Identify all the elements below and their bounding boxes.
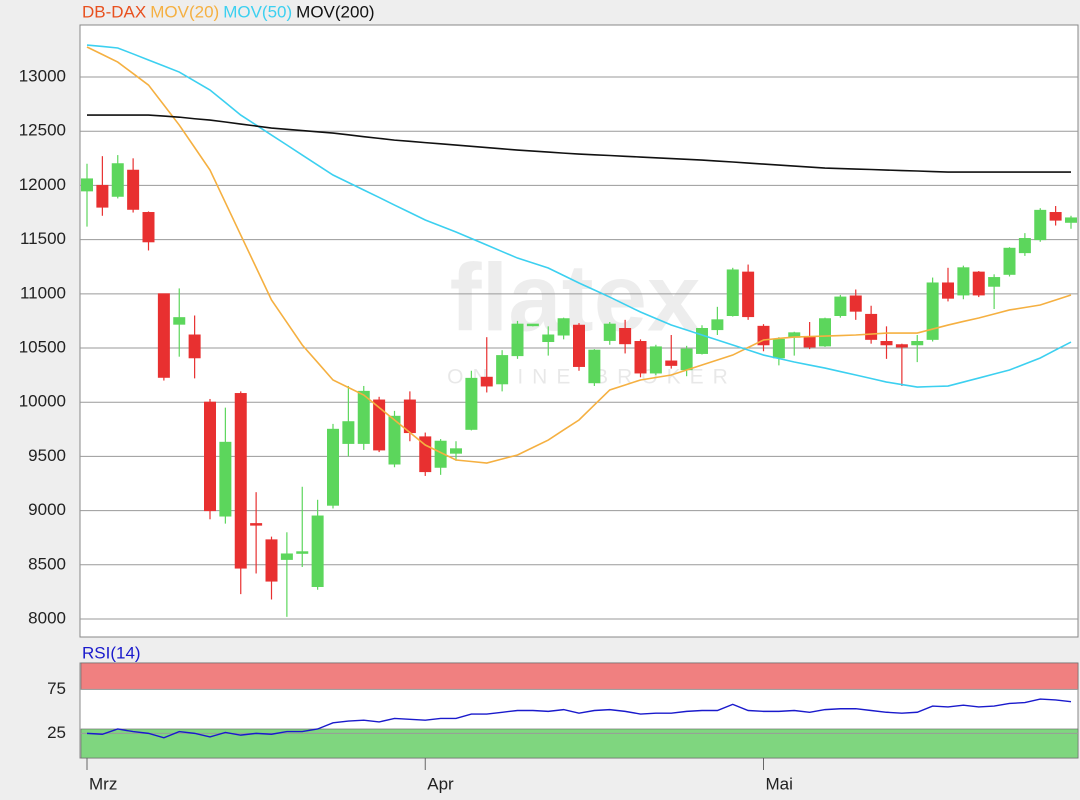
candle-body bbox=[526, 323, 539, 327]
line-series bbox=[87, 114, 1071, 173]
candle-body bbox=[357, 390, 370, 444]
legend-entry: DB-DAX bbox=[82, 2, 146, 21]
y-tick-label: 9500 bbox=[28, 446, 66, 465]
candle-body bbox=[342, 421, 355, 444]
line-series bbox=[86, 698, 1072, 739]
candle-body bbox=[1049, 212, 1062, 221]
y-tick-label: 10000 bbox=[19, 392, 66, 411]
candle-body bbox=[327, 428, 339, 506]
y-tick-label: 8500 bbox=[28, 554, 66, 573]
candle-body bbox=[588, 349, 601, 384]
candle-body bbox=[988, 277, 1001, 287]
candle-body bbox=[219, 441, 232, 517]
candle-body bbox=[772, 338, 785, 359]
y-tick-label: 9000 bbox=[28, 500, 66, 519]
candle-body bbox=[127, 169, 140, 210]
candle-body bbox=[280, 553, 293, 560]
x-tick-label: Apr bbox=[427, 774, 454, 793]
candle-body bbox=[942, 282, 954, 299]
candle-body bbox=[911, 341, 924, 346]
candle-body bbox=[680, 348, 693, 371]
y-tick-label: 8000 bbox=[28, 608, 66, 627]
candle-body bbox=[757, 325, 770, 346]
rsi-band bbox=[80, 662, 1079, 690]
candle-body bbox=[142, 212, 155, 243]
candle-body bbox=[649, 346, 662, 374]
candle-body bbox=[819, 318, 831, 347]
legend-entry: MOV(50) bbox=[223, 2, 292, 21]
candle-body bbox=[1034, 209, 1047, 241]
candle-body bbox=[96, 184, 109, 208]
candle-body bbox=[450, 448, 462, 454]
candle-body bbox=[204, 401, 216, 512]
y-tick-label: 12500 bbox=[19, 121, 66, 140]
candle-body bbox=[311, 515, 324, 587]
candle-body bbox=[711, 319, 724, 331]
candle-body bbox=[157, 293, 170, 378]
candle-body bbox=[834, 296, 847, 316]
candle-body bbox=[250, 523, 263, 526]
y-tick-label: 12000 bbox=[19, 175, 66, 194]
y-tick-label: 11000 bbox=[20, 283, 66, 302]
line-series bbox=[86, 44, 1072, 388]
candle-body bbox=[296, 551, 309, 554]
line-series bbox=[86, 46, 1072, 464]
candle-body bbox=[865, 313, 878, 340]
candle-body bbox=[742, 271, 755, 318]
y-tick-label: 13000 bbox=[19, 67, 66, 86]
candle-body bbox=[957, 267, 970, 296]
candle-body bbox=[173, 317, 186, 325]
candle-body bbox=[926, 282, 939, 340]
candle-body bbox=[972, 271, 985, 296]
candle-body bbox=[573, 324, 585, 367]
y-tick-label: 10500 bbox=[19, 338, 66, 357]
candle-body bbox=[434, 440, 447, 468]
legend-entry: MOV(200) bbox=[296, 2, 374, 21]
y-tick-label: 11500 bbox=[20, 229, 66, 248]
candle-body bbox=[419, 436, 432, 473]
candle-body bbox=[619, 328, 632, 345]
candle-body bbox=[803, 336, 816, 348]
candle-body bbox=[603, 323, 616, 341]
candle-body bbox=[849, 295, 862, 312]
candle-body bbox=[634, 341, 647, 374]
candle-body bbox=[496, 355, 509, 385]
candle-body bbox=[373, 399, 386, 451]
candle-body bbox=[511, 323, 524, 357]
candle-body bbox=[388, 415, 401, 465]
y-tick-label: 75 bbox=[47, 679, 66, 698]
candle-body bbox=[557, 318, 570, 336]
candle-body bbox=[403, 399, 416, 434]
candle-body bbox=[696, 328, 708, 354]
candle-body bbox=[265, 539, 278, 582]
candle-body bbox=[234, 393, 247, 569]
candle-body bbox=[1003, 247, 1016, 275]
candle-body bbox=[465, 377, 478, 430]
candle-body bbox=[880, 341, 893, 346]
candle-body bbox=[111, 163, 124, 197]
candle-body bbox=[81, 178, 93, 192]
x-tick-label: Mrz bbox=[89, 774, 117, 793]
candle-body bbox=[895, 344, 908, 348]
candle-body bbox=[542, 334, 555, 343]
candle-body bbox=[480, 376, 493, 387]
candle-body bbox=[1018, 238, 1031, 254]
legend-entry: RSI(14) bbox=[82, 643, 141, 662]
legend-entry: MOV(20) bbox=[150, 2, 219, 21]
candle-body bbox=[665, 360, 678, 366]
candle-body bbox=[1065, 217, 1077, 223]
candle-body bbox=[188, 334, 201, 359]
candle-body bbox=[726, 269, 739, 316]
y-tick-label: 25 bbox=[47, 723, 66, 742]
x-tick-label: Mai bbox=[766, 774, 793, 793]
